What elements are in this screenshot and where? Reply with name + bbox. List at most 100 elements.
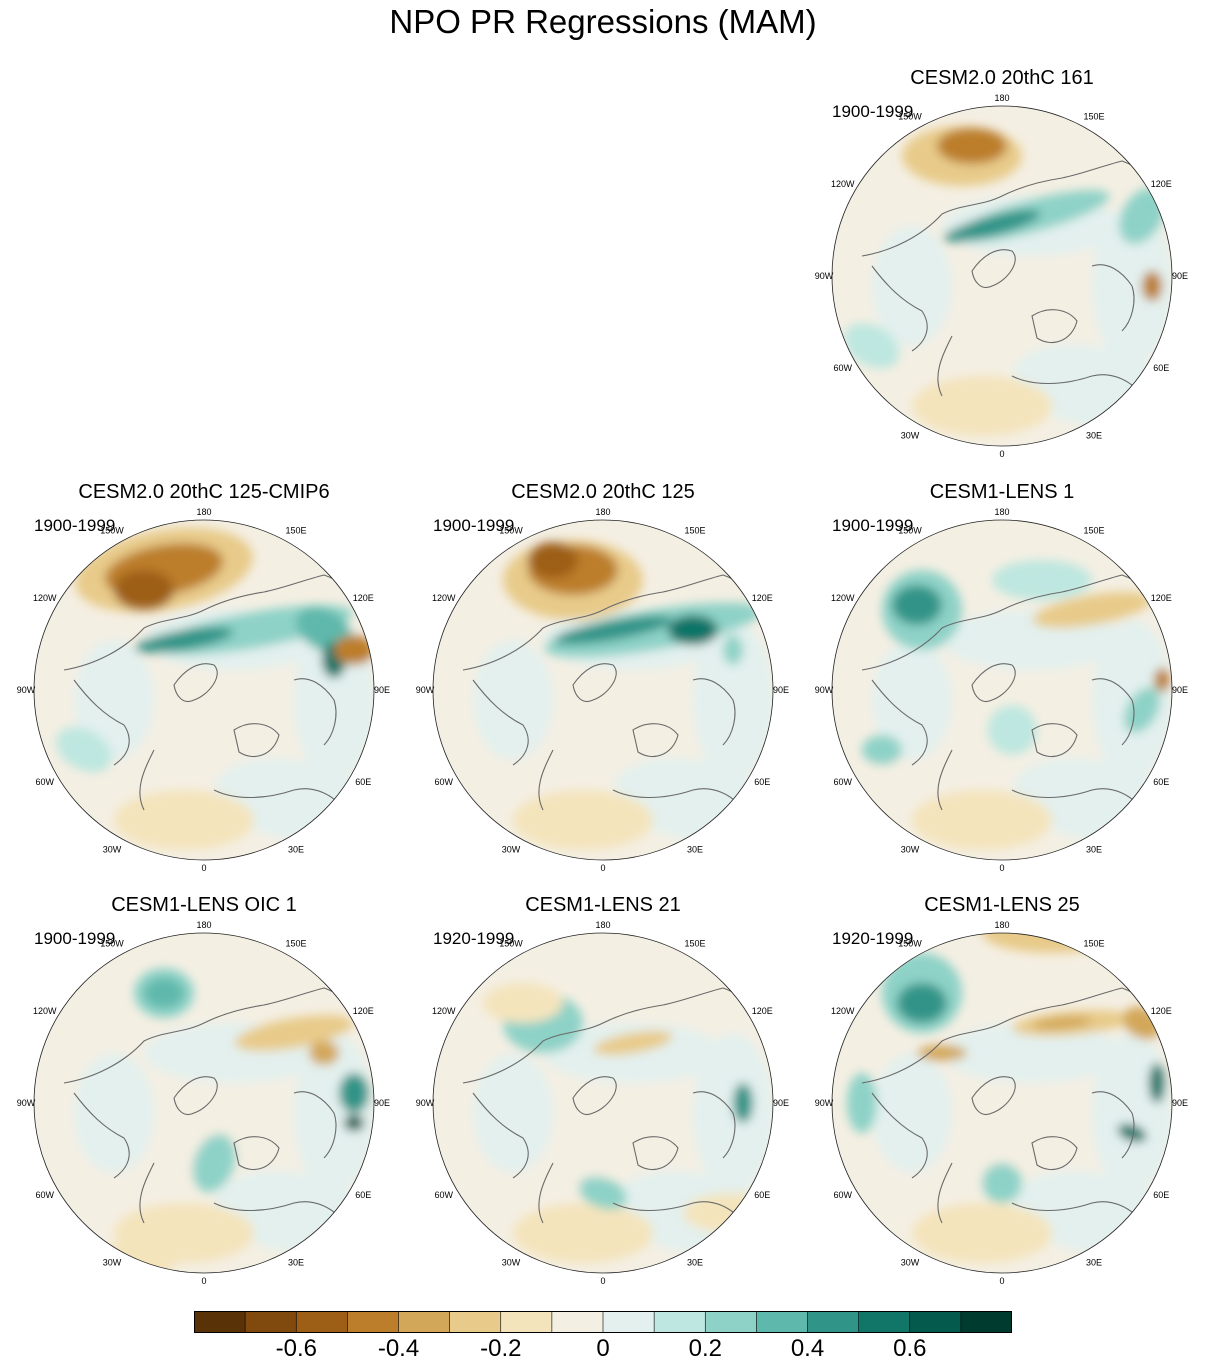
longitude-label: 30E xyxy=(687,844,703,854)
longitude-label: 180 xyxy=(994,507,1009,517)
longitude-label: 120W xyxy=(831,593,855,603)
longitude-label: 90W xyxy=(17,1098,36,1108)
regression-field xyxy=(433,520,773,860)
longitude-label: 60E xyxy=(355,1190,371,1200)
panel-period: 1900-1999 xyxy=(34,516,116,535)
coastlines xyxy=(462,574,756,811)
colorbar-tick-label: -0.4 xyxy=(377,1335,420,1362)
longitude-label: 30E xyxy=(1086,844,1102,854)
colorbar-bin xyxy=(296,1311,348,1333)
longitude-label: 120W xyxy=(831,1006,855,1016)
colorbar-bin xyxy=(705,1311,757,1333)
colorbar-tick-label: 0 xyxy=(596,1335,610,1362)
longitude-label: 150E xyxy=(285,939,306,949)
longitude-label: 60W xyxy=(35,777,54,787)
colorbar-bin xyxy=(858,1311,911,1333)
panel-title: CESM1-LENS 21 xyxy=(525,894,681,916)
longitude-label: 60E xyxy=(754,1190,770,1200)
panel-period: 1900-1999 xyxy=(34,929,116,948)
longitude-label: 120W xyxy=(831,179,855,189)
colorbar-bin xyxy=(194,1311,246,1333)
regression-field xyxy=(433,933,773,1273)
regression-field xyxy=(832,106,1172,446)
coastlines xyxy=(63,987,357,1224)
longitude-label: 120W xyxy=(33,1006,57,1016)
longitude-label: 90E xyxy=(773,1098,789,1108)
colorbar-tick-label: -0.2 xyxy=(480,1335,522,1362)
longitude-label: 150W xyxy=(499,939,523,949)
longitude-label: 150W xyxy=(100,526,124,536)
longitude-label: 150E xyxy=(1083,939,1104,949)
longitude-label: 150W xyxy=(898,939,922,949)
longitude-label: 0 xyxy=(201,863,206,873)
longitude-label: 60E xyxy=(1153,363,1169,373)
regression-field xyxy=(34,933,374,1273)
longitude-label: 90W xyxy=(815,1098,834,1108)
coastlines xyxy=(63,574,357,811)
map-panel-cesm1-lens-25: CESM1-LENS 25 1920-1999 180 150E 120E 90E 60… xyxy=(815,893,1206,1293)
longitude-label: 30E xyxy=(687,1257,703,1267)
longitude-label: 30W xyxy=(901,430,920,440)
longitude-label: 90E xyxy=(773,685,789,695)
colorbar-bin xyxy=(909,1311,962,1333)
map-boundary xyxy=(33,519,375,861)
colorbar-bin xyxy=(500,1311,553,1333)
colorbar-bin xyxy=(551,1311,604,1333)
longitude-label: 60E xyxy=(355,777,371,787)
longitude-label: 90W xyxy=(815,685,834,695)
longitude-label: 30W xyxy=(502,1257,521,1267)
panel-title: CESM1-LENS 1 xyxy=(929,481,1075,503)
longitude-label: 150E xyxy=(285,526,306,536)
longitude-label: 30E xyxy=(288,844,304,854)
longitude-label: 150E xyxy=(1083,526,1104,536)
polar-map: 180 150E 120E 90E 60E 30E 0 30W 60W 90W 120W 150W xyxy=(815,507,1188,873)
panel-title: CESM2.0 20thC 161 xyxy=(910,67,1094,89)
longitude-label: 120E xyxy=(1151,593,1172,603)
map-boundary xyxy=(432,932,774,1274)
map-panel-cesm1-lens-1: CESM1-LENS 1 1900-1999 180 150E 120E 90E 60E… xyxy=(815,480,1206,880)
longitude-label: 90E xyxy=(374,685,390,695)
colorbar-tick-label: 0.2 xyxy=(688,1335,722,1362)
longitude-label: 150W xyxy=(100,939,124,949)
longitude-label: 60E xyxy=(754,777,770,787)
polar-map: 180 150E 120E 90E 60E 30E 0 30W 60W 90W 120W 150W xyxy=(17,920,390,1286)
panel-title: CESM1-LENS OIC 1 xyxy=(111,894,297,916)
coastlines xyxy=(861,160,1155,397)
map-panel-cesm2-125-cmip6: CESM2.0 20thC 125-CMIP6 1900-1999 180 150… xyxy=(17,480,434,880)
longitude-label: 120E xyxy=(1151,1006,1172,1016)
map-boundary xyxy=(432,519,774,861)
longitude-label: 60W xyxy=(833,777,852,787)
longitude-label: 30W xyxy=(103,844,122,854)
map-panel-cesm1-lens-21: CESM1-LENS 21 1920-1999 180 150E 120E 90E 60… xyxy=(416,893,833,1293)
polar-map: 180 150E 120E 90E 60E 30E 0 30W 60W 90W 120W 150W xyxy=(416,920,789,1286)
map-panel-cesm1-lens-oic-1: CESM1-LENS OIC 1 1900-1999 180 150E 120E 90… xyxy=(17,893,434,1293)
colorbar-bin xyxy=(398,1311,450,1333)
colorbar-bin xyxy=(245,1311,297,1333)
colorbar-labels: -0.6 -0.4 -0.2 0 0.2 0.4 0.6 xyxy=(0,1334,1206,1364)
longitude-label: 60W xyxy=(833,1190,852,1200)
coastlines xyxy=(462,987,756,1224)
longitude-label: 30W xyxy=(103,1257,122,1267)
longitude-label: 150W xyxy=(898,112,922,122)
map-panel-cesm2-161: CESM2.0 20thC 161 1900-1999 180 150E 120E 9… xyxy=(815,66,1206,466)
longitude-label: 120E xyxy=(752,593,773,603)
longitude-label: 90W xyxy=(17,685,36,695)
map-panel-cesm2-125: CESM2.0 20thC 125 1900-1999 180 150E 120E 9… xyxy=(416,480,833,880)
longitude-label: 120E xyxy=(353,593,374,603)
longitude-label: 120W xyxy=(432,1006,456,1016)
panel-period: 1920-1999 xyxy=(832,929,914,948)
longitude-label: 90E xyxy=(1172,685,1188,695)
regression-field xyxy=(832,933,1172,1273)
longitude-label: 180 xyxy=(994,920,1009,930)
panel-period: 1900-1999 xyxy=(832,102,914,121)
panel-period: 1920-1999 xyxy=(433,929,515,948)
longitude-label: 0 xyxy=(600,1276,605,1286)
longitude-label: 180 xyxy=(196,507,211,517)
longitude-label: 120W xyxy=(33,593,57,603)
longitude-label: 90E xyxy=(1172,271,1188,281)
polar-map: 180 150E 120E 90E 60E 30E 0 30W 60W 90W 120W 150W xyxy=(416,507,789,873)
colorbar xyxy=(194,1311,1012,1333)
polar-map: 180 150E 120E 90E 60E 30E 0 30W 60W 90W 120W 150W xyxy=(815,93,1188,459)
longitude-label: 150W xyxy=(499,526,523,536)
longitude-label: 120E xyxy=(752,1006,773,1016)
